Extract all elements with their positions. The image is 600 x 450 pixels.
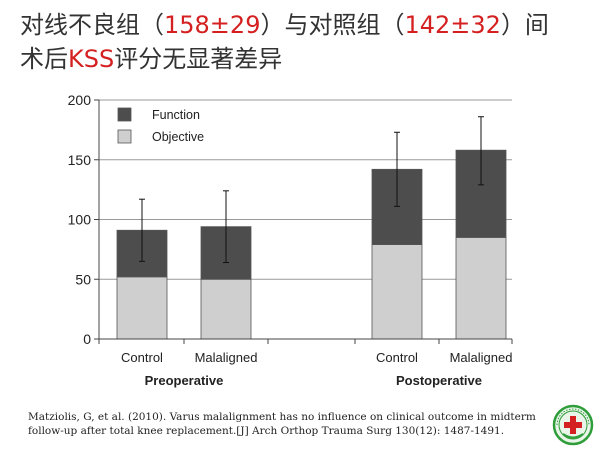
kss-stacked-bar-chart: 0 50 100 150 200 Function Objective Control Ma… [68,92,513,388]
x-tick-label: Malaligned [195,350,258,365]
slide-title: 对线不良组（158±29）与对照组（142±32）间 术后KSS评分无显著差异 [20,8,590,76]
legend-label-objective: Objective [152,130,204,144]
y-tick-label: 50 [75,271,91,287]
citation: Matziolis, G, et al. (2010). Varus malal… [28,410,548,438]
citation-line-2: follow-up after total knee replacement.[… [28,425,505,437]
group-label: Preoperative [145,373,224,388]
legend-swatch-function [117,107,132,122]
bar-objective-preoperative-malaligned [200,278,252,340]
y-tick-label: 200 [68,92,92,108]
legend-label-function: Function [152,108,200,122]
title-line-1: 对线不良组（158±29）与对照组（142±32）间 [20,11,549,39]
x-tick-label: Control [121,350,163,365]
x-tick-label: Control [376,350,418,365]
y-tick-label: 100 [68,212,92,228]
hospital-emblem-icon [552,404,594,446]
x-tick-label: Malaligned [450,350,513,365]
bar-objective-postoperative-control [371,244,423,340]
group-label: Postoperative [396,373,482,388]
citation-line-1: Matziolis, G, et al. (2010). Varus malal… [28,411,536,423]
bar-objective-postoperative-malaligned [455,237,507,340]
legend-swatch-objective [117,129,132,144]
bar-objective-preoperative-control [116,276,168,340]
y-tick-label: 0 [83,331,91,347]
title-line-2: 术后KSS评分无显著差异 [20,45,283,73]
y-tick-label: 150 [68,152,92,168]
